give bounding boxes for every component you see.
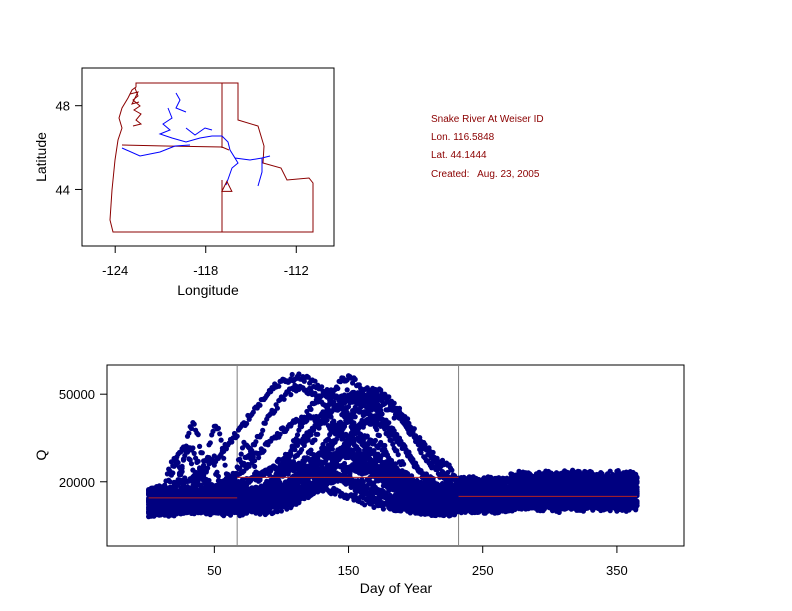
discharge-point (331, 399, 337, 405)
discharge-point (278, 508, 284, 514)
discharge-point (301, 442, 307, 448)
discharge-point (253, 439, 259, 445)
discharge-point (396, 405, 403, 411)
discharge-point (215, 425, 221, 431)
discharge-point (418, 450, 424, 456)
discharge-point (299, 447, 305, 453)
discharge-point (564, 469, 570, 475)
discharge-point (587, 468, 593, 475)
discharge-point (390, 401, 396, 407)
station-marker (221, 180, 233, 192)
discharge-point (241, 460, 247, 466)
discharge-point (296, 371, 302, 377)
discharge-point (290, 468, 297, 474)
discharge-point (229, 439, 235, 445)
station-info: Snake River At Weiser ID Lon. 116.5848 L… (431, 114, 544, 180)
discharge-point (257, 402, 263, 408)
river-network (121, 92, 271, 187)
discharge-point (308, 432, 314, 438)
puget-sound (129, 87, 143, 127)
discharge-point (221, 455, 227, 461)
map-x-tick-label: -124 (102, 263, 128, 278)
station-latitude: Lat. 44.1444 (431, 150, 487, 161)
discharge-point (386, 394, 392, 400)
discharge-point (289, 371, 295, 378)
discharge-point (439, 457, 446, 463)
discharge-point (234, 433, 240, 439)
discharge-point (261, 448, 267, 454)
discharge-point (423, 446, 429, 452)
map-x-ticks: -124 -118 -112 (102, 246, 309, 278)
map-y-tick-label: 48 (56, 99, 70, 114)
discharge-point (305, 374, 311, 380)
discharge-point (312, 378, 318, 384)
state-boundaries (109, 82, 314, 233)
discharge-point (260, 427, 266, 433)
map-y-axis-title: Latitude (33, 132, 49, 182)
discharge-point (277, 431, 283, 437)
discharge-point (449, 467, 455, 473)
discharge-point (331, 418, 337, 424)
discharge-point (380, 506, 386, 512)
discharge-point (324, 417, 330, 423)
discharge-point (559, 470, 565, 476)
discharge-point (431, 454, 437, 460)
discharge-point (344, 387, 350, 393)
map-x-tick-label: -112 (284, 263, 309, 278)
discharge-point (292, 447, 298, 453)
period-dividers (236, 365, 460, 546)
discharge-point (256, 455, 262, 461)
discharge-point (191, 450, 197, 456)
discharge-point (190, 445, 196, 451)
discharge-points (146, 371, 640, 520)
discharge-point (239, 478, 246, 484)
map-panel: -124 -118 -112 44 48 Longitude Latitude (33, 67, 335, 298)
discharge-point (282, 470, 289, 476)
scatter-plot-frame (106, 364, 685, 547)
discharge-point (445, 469, 451, 476)
discharge-point (368, 397, 374, 403)
map-y-ticks: 44 48 (56, 99, 82, 197)
discharge-point (301, 378, 307, 384)
discharge-point (290, 459, 297, 465)
discharge-point (319, 384, 325, 390)
map-y-tick-label: 44 (56, 182, 70, 197)
discharge-point (329, 446, 335, 452)
discharge-point (265, 471, 271, 477)
map-features (109, 82, 314, 233)
discharge-point (274, 405, 280, 411)
state-divider-lines (121, 83, 230, 232)
discharge-point (421, 441, 427, 447)
discharge-point (354, 394, 360, 400)
discharge-point (207, 440, 213, 446)
discharge-point (270, 509, 276, 516)
map-x-axis-title: Longitude (177, 282, 239, 298)
discharge-point (250, 409, 256, 415)
discharge-point (222, 462, 228, 468)
discharge-point (438, 463, 444, 469)
station-longitude: Lon. 116.5848 (431, 132, 495, 143)
discharge-point (594, 471, 600, 478)
discharge-point (405, 416, 411, 422)
created-date: Created: Aug. 23, 2005 (431, 169, 540, 180)
discharge-point (411, 426, 417, 432)
discharge-point (210, 428, 216, 434)
station-name: Snake River At Weiser ID (431, 114, 544, 125)
discharge-point (195, 458, 201, 464)
discharge-point (294, 442, 301, 448)
discharge-point (523, 470, 529, 476)
discharge-point (305, 437, 311, 443)
discharge-point (218, 437, 224, 443)
discharge-point (288, 392, 294, 398)
discharge-point (244, 421, 250, 427)
map-x-tick-label: -118 (193, 263, 218, 278)
map-plot-frame (81, 67, 335, 247)
discharge-point (273, 465, 279, 471)
discharge-point (201, 478, 207, 484)
discharge-point (276, 383, 282, 389)
discharge-point (281, 396, 287, 402)
discharge-point (217, 431, 223, 437)
